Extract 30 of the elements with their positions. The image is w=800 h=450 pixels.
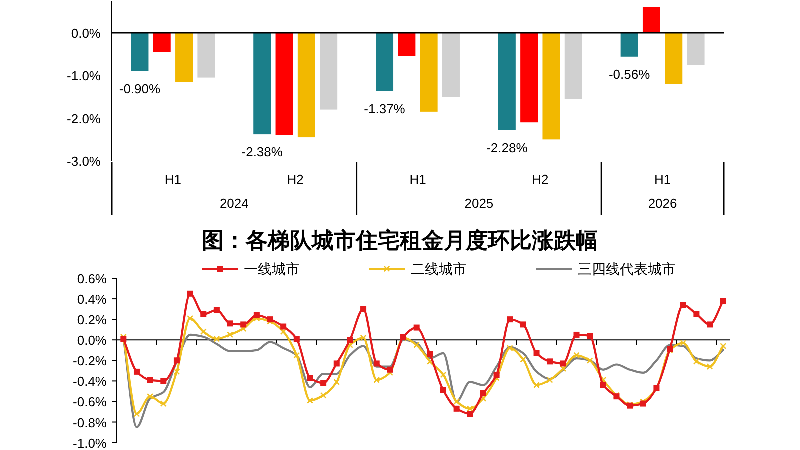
legend-label: 一线城市 — [244, 261, 300, 277]
data-label: -1.37% — [364, 100, 406, 116]
y-tick-label: 0.0% — [77, 332, 108, 348]
y-tick-label: 0.2% — [77, 312, 108, 328]
x-tick-label: H1 — [410, 172, 426, 186]
data-label: -0.90% — [119, 80, 161, 96]
y-tick-label: -2.0% — [67, 110, 102, 126]
legend-label: 二线城市 — [411, 261, 467, 277]
x-tick-label: H2 — [532, 172, 549, 186]
data-label: -2.38% — [242, 144, 284, 160]
data-label: -0.56% — [608, 66, 651, 82]
y-tick-label: 0.4% — [77, 292, 108, 307]
data-label: -2.28% — [486, 140, 528, 155]
text: 2025 — [464, 196, 494, 210]
y-tick-label: -0.2% — [73, 353, 108, 368]
x-tick-label: H2 — [287, 172, 304, 186]
y-tick-label: -0.4% — [73, 374, 108, 389]
y-tick-label: -1.0% — [67, 68, 102, 84]
y-tick-label: -1.0% — [73, 435, 108, 450]
legend-label: 三四线代表城市 — [578, 261, 676, 277]
y-tick-label: -3.0% — [67, 154, 102, 168]
text: 2024 — [220, 196, 249, 210]
y-tick-label: -0.8% — [73, 414, 108, 430]
x-tick-label: H1 — [654, 172, 672, 186]
chart-title: 图：各梯队城市住宅租金月度环比涨跌幅 — [202, 228, 598, 252]
text: 2026 — [648, 196, 678, 210]
y-tick-label: 0.6% — [77, 271, 108, 286]
y-tick-label: -0.6% — [73, 394, 108, 410]
y-tick-label: 0.0% — [71, 26, 102, 40]
x-tick-label: H1 — [164, 172, 182, 186]
